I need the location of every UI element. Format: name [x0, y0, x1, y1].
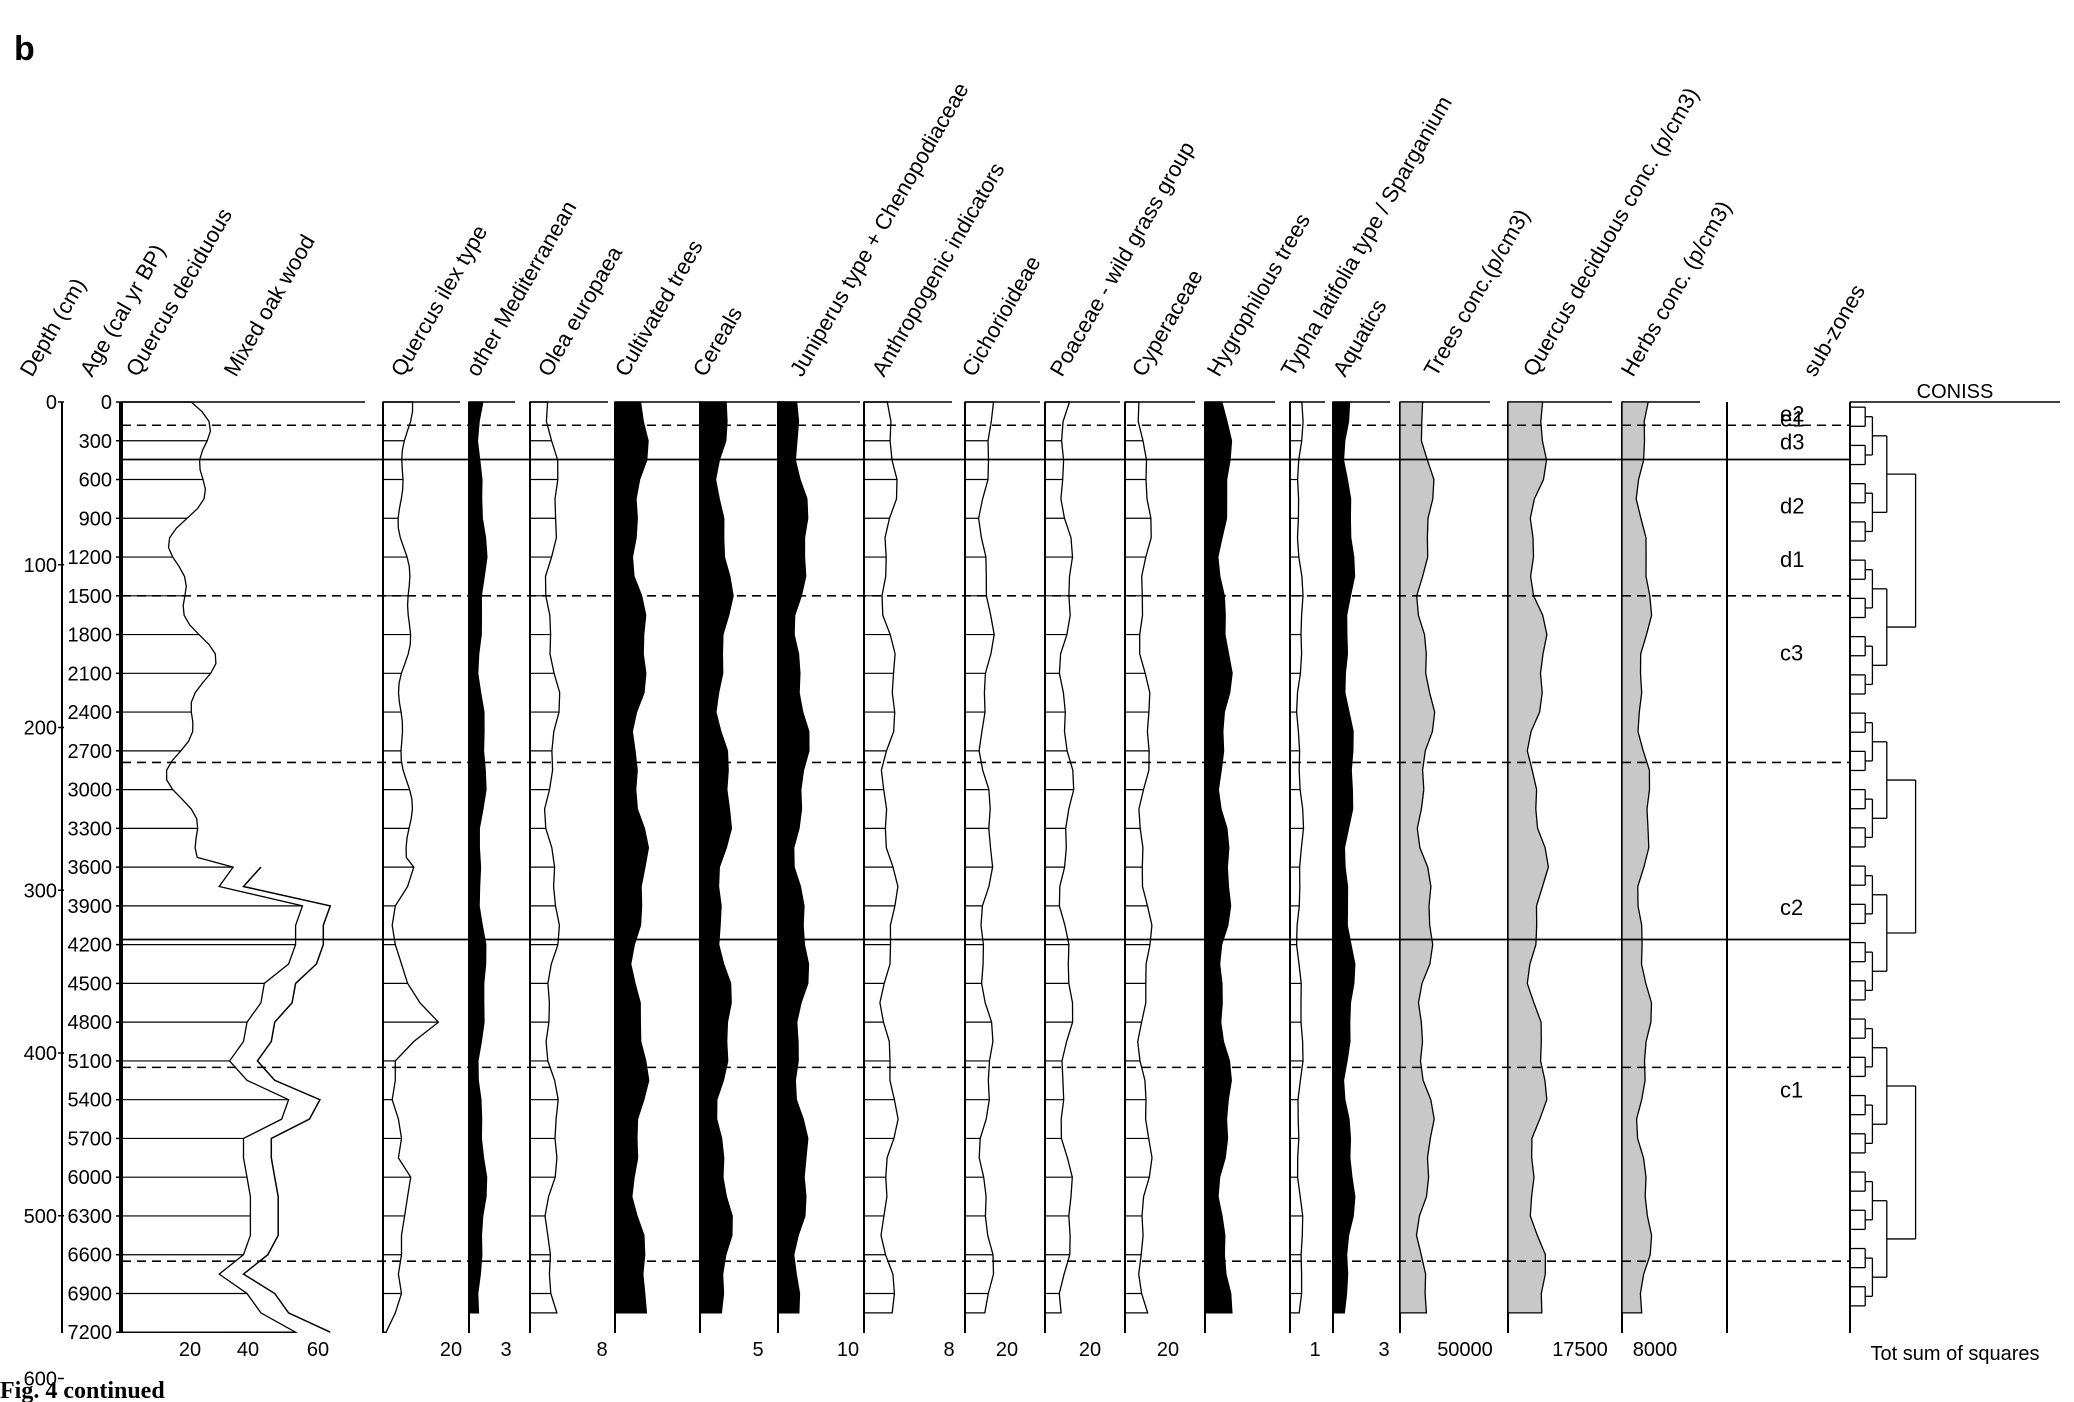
depth-age-axes: 0100200300400500600030060090012001500180… — [24, 392, 122, 1391]
age-tick-label: 6300 — [68, 1206, 113, 1228]
age-tick-label: 2400 — [68, 702, 113, 724]
age-tick-label: 3000 — [68, 780, 113, 802]
coniss-dendrogram: CONISS Tot sum of squares — [1849, 381, 2060, 1365]
age-tick-label: 4800 — [68, 1012, 113, 1034]
age-tick-label: 5100 — [68, 1051, 113, 1073]
subzone-label-d1: d1 — [1780, 547, 1804, 572]
coniss-xlabel: Tot sum of squares — [1871, 1343, 2040, 1365]
age-tick-label: 2100 — [68, 663, 113, 685]
taxon-curve — [1204, 401, 1233, 1314]
age-tick-label: 2700 — [68, 741, 113, 763]
taxon-curve — [614, 401, 650, 1314]
depth-tick-label: 600 — [24, 1369, 57, 1391]
age-tick-label: 6000 — [68, 1167, 113, 1189]
subzone-label-e1: e1 — [1780, 407, 1804, 432]
age-tick-label: 3600 — [68, 857, 113, 879]
taxon-curve — [1332, 401, 1356, 1314]
x-tick-label: 5 — [752, 1339, 763, 1361]
x-tick-label: 3 — [1378, 1339, 1389, 1361]
x-tick-label: 8000 — [1633, 1339, 1678, 1361]
taxon-curve — [1507, 401, 1550, 1314]
panel-label: b — [14, 30, 35, 68]
x-tick-label: 20 — [1157, 1339, 1179, 1361]
age-tick-label: 600 — [79, 470, 112, 492]
column-title: Mixed oak wood — [219, 230, 320, 380]
age-tick-label: 5700 — [68, 1128, 113, 1150]
x-tick-labels: 20 40 60 20 3 8 5 10 8 20 20 20 1 3 50000 17500 8000 — [179, 1339, 1677, 1361]
zone-boundaries — [122, 424, 1850, 1262]
age-tick-label: 1800 — [68, 625, 113, 647]
depth-tick-label: 500 — [24, 1206, 57, 1228]
taxon-curve — [529, 401, 561, 1314]
age-tick-label: 4500 — [68, 973, 113, 995]
taxon-curve — [1399, 401, 1436, 1314]
depth-tick-label: 400 — [24, 1043, 57, 1065]
taxon-curve — [1621, 401, 1653, 1314]
column-title: Cyperaceae — [1127, 265, 1208, 380]
age-tick-label: 3300 — [68, 818, 113, 840]
age-tick-label: 5400 — [68, 1090, 113, 1112]
column-title: sub-zones — [1798, 280, 1870, 380]
age-tick-label: 0 — [101, 392, 112, 414]
coniss-title: CONISS — [1917, 381, 1994, 403]
age-tick-label: 4200 — [68, 935, 113, 957]
column-title: Quercus deciduous conc. (p/cm3) — [1518, 83, 1704, 380]
taxon-panels — [121, 401, 1728, 1333]
x-tick-label: 20 — [179, 1339, 201, 1361]
x-tick-label: 8 — [596, 1339, 607, 1361]
subzone-label-d2: d2 — [1780, 494, 1804, 519]
column-title: Cichorioideae — [957, 251, 1046, 380]
mixed-oak-wood-curve — [242, 866, 332, 1333]
column-title: Cereals — [688, 302, 748, 380]
x-tick-label: 17500 — [1552, 1339, 1608, 1361]
age-tick-label: 900 — [79, 508, 112, 530]
subzone-label-e2: e2 — [1780, 402, 1804, 427]
column-title: Herbs conc. (p/cm3) — [1616, 196, 1737, 380]
taxon-curve — [1124, 401, 1153, 1314]
age-tick-label: 3900 — [68, 896, 113, 918]
age-tick-label: 6900 — [68, 1283, 113, 1305]
figure-caption: Fig. 4 continued — [0, 1378, 165, 1402]
x-tick-label: 1 — [1309, 1339, 1320, 1361]
taxon-curve — [863, 401, 899, 1314]
taxon-curve — [777, 401, 810, 1314]
taxon-curve — [1044, 401, 1075, 1314]
taxon-curve — [468, 401, 488, 1314]
subzone-label-d3: d3 — [1780, 430, 1804, 455]
subzone-label-c2: c2 — [1780, 895, 1803, 920]
x-tick-label: 20 — [1079, 1339, 1101, 1361]
age-tick-label: 300 — [79, 431, 112, 453]
taxon-curve — [121, 401, 304, 1333]
taxon-curve — [699, 401, 734, 1314]
subzone-label-c3: c3 — [1780, 641, 1803, 666]
depth-tick-label: 300 — [24, 880, 57, 902]
column-titles: Depth (cm)Age (cal yr BP)Quercus deciduo… — [15, 78, 1870, 380]
age-tick-label: 1200 — [68, 547, 113, 569]
x-tick-label: 40 — [237, 1339, 259, 1361]
depth-tick-label: 100 — [24, 555, 57, 577]
column-title: Poaceae - wild grass group — [1045, 137, 1200, 380]
subzone-label-c1: c1 — [1780, 1077, 1803, 1102]
x-tick-label: 60 — [307, 1339, 329, 1361]
age-tick-label: 1500 — [68, 586, 113, 608]
x-tick-label: 3 — [500, 1339, 511, 1361]
x-tick-label: 20 — [996, 1339, 1018, 1361]
x-tick-label: 8 — [943, 1339, 954, 1361]
x-tick-label: 10 — [837, 1339, 859, 1361]
depth-tick-label: 200 — [24, 718, 57, 740]
column-title: Juniperus type + Chenopodiaceae — [785, 78, 974, 380]
x-tick-label: 50000 — [1437, 1339, 1493, 1361]
taxon-curve — [382, 401, 440, 1333]
taxon-curve — [1289, 401, 1305, 1314]
age-tick-label: 7200 — [68, 1322, 113, 1344]
column-title: Trees conc.(p/cm3) — [1419, 205, 1535, 381]
x-tick-label: 20 — [440, 1339, 462, 1361]
depth-tick-label: 0 — [46, 392, 57, 414]
taxon-curve — [964, 401, 995, 1314]
age-tick-label: 6600 — [68, 1245, 113, 1267]
